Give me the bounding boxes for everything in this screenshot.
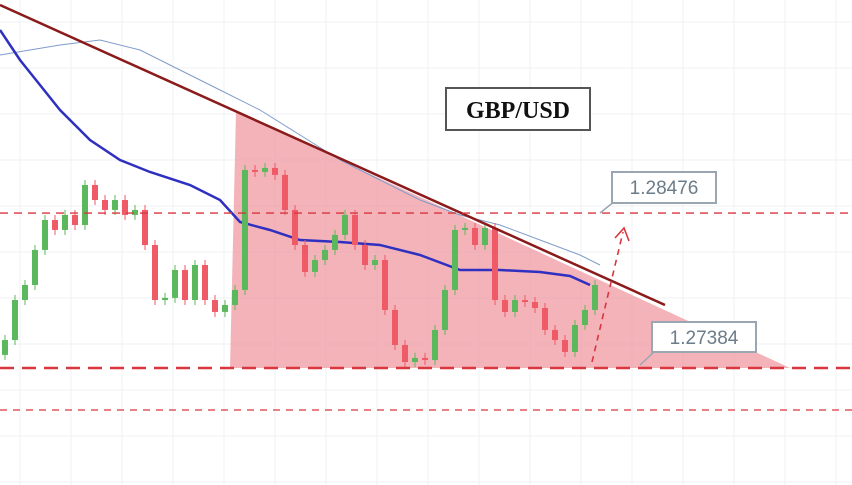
candle-body	[262, 167, 268, 172]
trend-line	[0, 3, 666, 307]
candle-body	[212, 300, 218, 312]
candle-body	[202, 264, 208, 301]
candle-body	[482, 227, 488, 245]
candle-body	[152, 244, 158, 301]
candle-body	[192, 264, 198, 301]
candle-body	[592, 284, 598, 310]
candle-body	[182, 269, 188, 301]
candle-body	[392, 309, 398, 345]
candle-body	[2, 340, 8, 355]
candle-body	[382, 260, 388, 310]
candle-body	[242, 169, 248, 290]
candle-body	[132, 209, 138, 215]
candle-body	[572, 324, 578, 352]
candle-body	[62, 214, 68, 230]
candle-body	[272, 167, 278, 175]
candle-body	[362, 244, 368, 265]
candle-body	[112, 200, 118, 210]
candle-body	[72, 214, 78, 225]
candle-body	[352, 214, 358, 245]
title-box	[445, 87, 591, 131]
level-label-box	[611, 171, 717, 204]
triangle-pattern	[230, 112, 790, 368]
candle-body	[422, 357, 428, 361]
candle-body	[582, 309, 588, 325]
candle-body	[522, 300, 528, 303]
candle-body	[172, 269, 178, 298]
candle-body	[432, 329, 438, 361]
candle-body	[82, 184, 88, 225]
candle-body	[532, 302, 538, 308]
moving-average-slow	[0, 39, 601, 266]
candle-body	[462, 227, 468, 230]
callout-pointer	[639, 350, 656, 366]
candle-body	[142, 209, 148, 245]
candle-body	[332, 234, 338, 250]
candle-body	[32, 249, 38, 285]
candle-body	[122, 200, 128, 215]
arrow-head	[614, 226, 630, 242]
candle-body	[442, 289, 448, 330]
level-label: 1.27384	[670, 328, 739, 349]
candle-body	[102, 200, 108, 210]
candle-body	[472, 227, 478, 245]
candle-body	[42, 220, 48, 250]
candle-body	[342, 214, 348, 235]
candle-body	[372, 260, 378, 265]
candle-body	[412, 357, 418, 363]
candle-body	[12, 300, 18, 341]
candle-body	[562, 340, 568, 352]
candles	[2, 162, 598, 368]
level-label-box	[651, 321, 757, 353]
candle-body	[302, 244, 308, 272]
candle-body	[232, 289, 238, 305]
level-label: 1.28476	[630, 178, 699, 199]
candle-body	[492, 227, 498, 301]
candle-body	[452, 229, 458, 290]
candle-body	[312, 260, 318, 272]
candle-body	[22, 284, 28, 301]
candle-body	[512, 300, 518, 312]
candle-body	[282, 174, 288, 210]
candle-body	[162, 297, 168, 301]
candle-body	[92, 184, 98, 201]
candle-body	[252, 169, 258, 172]
chart-title: GBP/USD	[466, 98, 570, 124]
breakout-arrow	[591, 231, 624, 363]
candle-body	[292, 209, 298, 245]
candle-body	[502, 300, 508, 312]
candle-body	[552, 329, 558, 341]
candle-body	[402, 344, 408, 363]
candle-body	[542, 307, 548, 330]
candle-body	[322, 249, 328, 261]
candle-body	[222, 304, 228, 312]
candle-body	[52, 220, 58, 230]
